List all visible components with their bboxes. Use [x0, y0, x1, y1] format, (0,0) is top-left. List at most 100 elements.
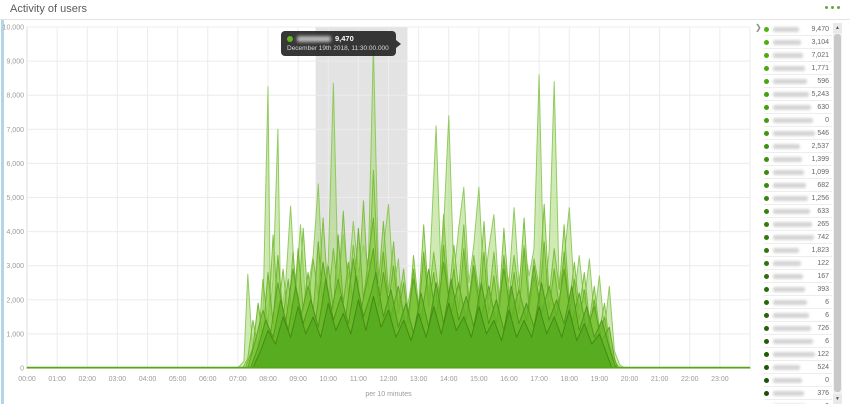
legend-item[interactable]: 633: [764, 205, 832, 218]
legend-value: 630: [817, 103, 829, 111]
panel-title: Activity of users: [10, 3, 88, 15]
x-axis-tick-label: 21:00: [651, 376, 669, 383]
legend-item[interactable]: 0: [764, 374, 832, 387]
x-axis-tick-label: 05:00: [169, 376, 187, 383]
legend-item[interactable]: 1,823: [764, 244, 832, 257]
series-dot-icon: [764, 26, 769, 32]
y-axis-tick-label: 6,000: [6, 161, 24, 168]
legend-item[interactable]: 2,537: [764, 140, 832, 153]
legend-item[interactable]: 376: [764, 387, 832, 400]
tooltip-arrow: [395, 40, 401, 48]
legend-collapse-chevron-icon[interactable]: ❯: [755, 23, 762, 32]
x-axis-tick-label: 15:00: [470, 376, 488, 383]
x-axis-tick-label: 09:00: [289, 376, 307, 383]
series-dot-icon: [764, 221, 769, 227]
series-dot-icon: [764, 169, 769, 175]
x-axis-tick-label: 08:00: [259, 376, 277, 383]
legend-label-redacted: [773, 117, 813, 123]
legend-value: 393: [817, 285, 829, 293]
legend-item[interactable]: 546: [764, 127, 832, 140]
x-axis-tick-label: 01:00: [48, 376, 66, 383]
y-axis-tick-label: 5,000: [6, 195, 24, 202]
legend-item[interactable]: 1,771: [764, 62, 832, 75]
y-axis-tick-label: 1,000: [6, 331, 24, 338]
legend-item[interactable]: 1,399: [764, 153, 832, 166]
legend-label-redacted: [773, 182, 806, 188]
legend-value: 633: [817, 207, 829, 215]
scroll-down-button[interactable]: ▼: [833, 394, 842, 404]
x-axis-tick-label: 23:00: [711, 376, 729, 383]
series-dot-icon: [764, 78, 769, 84]
chart-tooltip: 9,470 December 19th 2018, 11:30:00.000: [281, 31, 401, 56]
scroll-up-button[interactable]: ▲: [833, 23, 842, 33]
legend-label-redacted: [773, 39, 801, 45]
scrollbar-thumb[interactable]: [834, 34, 841, 392]
legend-label-redacted: [773, 143, 800, 149]
legend-item[interactable]: 524: [764, 361, 832, 374]
x-axis-tick-label: 12:00: [380, 376, 398, 383]
legend-value: 122: [817, 259, 829, 267]
series-dot-icon: [764, 247, 769, 253]
series-dot-icon: [764, 234, 769, 240]
legend-item[interactable]: 6: [764, 296, 832, 309]
x-axis-tick-label: 04:00: [139, 376, 157, 383]
series-dot-icon: [764, 351, 769, 357]
legend-item[interactable]: 1,256: [764, 192, 832, 205]
legend-value: 6: [825, 298, 829, 306]
series-dot-icon: [764, 52, 769, 58]
legend-item[interactable]: 9,470: [764, 23, 832, 36]
legend-value: 0: [806, 403, 832, 404]
legend-value: 1,771: [811, 64, 829, 72]
legend-label-redacted: [773, 156, 802, 162]
legend-item[interactable]: 122: [764, 257, 832, 270]
legend-label-redacted: [773, 26, 799, 32]
panel-options-button[interactable]: [825, 6, 840, 9]
legend-scrollbar[interactable]: ▲ ▼: [833, 23, 842, 404]
legend-item[interactable]: 726: [764, 322, 832, 335]
series-dot-icon: [764, 182, 769, 188]
area-series-redacted-user-6[interactable]: [26, 295, 751, 369]
legend-label-redacted: [773, 273, 803, 279]
legend-item[interactable]: 7,021: [764, 49, 832, 62]
series-dot-icon: [764, 39, 769, 45]
y-axis-tick-label: 4,000: [6, 229, 24, 236]
legend-label-redacted: [773, 234, 814, 240]
x-axis-tick-label: 06:00: [199, 376, 217, 383]
legend-item[interactable]: 742: [764, 231, 832, 244]
ellipsis-dot: [837, 6, 840, 9]
legend-item[interactable]: 630: [764, 101, 832, 114]
legend-item[interactable]: 0: [764, 114, 832, 127]
series-dot-icon: [764, 208, 769, 214]
legend-item[interactable]: 122: [764, 348, 832, 361]
legend-item[interactable]: 265: [764, 218, 832, 231]
legend-label-redacted: [773, 221, 812, 227]
series-dot-icon: [764, 364, 769, 370]
series-dot-icon: [764, 390, 769, 396]
series-dot-icon: [764, 65, 769, 71]
series-dot-icon: [764, 299, 769, 305]
legend-value: 0: [825, 116, 829, 124]
series-dot-icon: [764, 338, 769, 344]
legend-label-redacted: [773, 130, 815, 136]
legend-item[interactable]: 0: [764, 400, 832, 404]
legend-item[interactable]: 3,104: [764, 36, 832, 49]
y-axis-tick-label: 9,000: [6, 59, 24, 66]
series-dot-icon: [764, 91, 769, 97]
legend-item[interactable]: 393: [764, 283, 832, 296]
legend-value: 682: [817, 181, 829, 189]
legend-item[interactable]: 6: [764, 335, 832, 348]
legend-item[interactable]: 596: [764, 75, 832, 88]
legend-label-redacted: [773, 299, 807, 305]
legend-label-redacted: [773, 338, 813, 344]
legend-label-redacted: [773, 312, 809, 318]
legend-value: 1,256: [811, 194, 829, 202]
legend-value: 7,021: [811, 51, 829, 59]
legend-item[interactable]: 1,099: [764, 166, 832, 179]
legend-item[interactable]: 682: [764, 179, 832, 192]
series-dot-icon: [764, 104, 769, 110]
legend-item[interactable]: 5,243: [764, 88, 832, 101]
legend-label-redacted: [773, 286, 805, 292]
legend-item[interactable]: 6: [764, 309, 832, 322]
legend-item[interactable]: 167: [764, 270, 832, 283]
